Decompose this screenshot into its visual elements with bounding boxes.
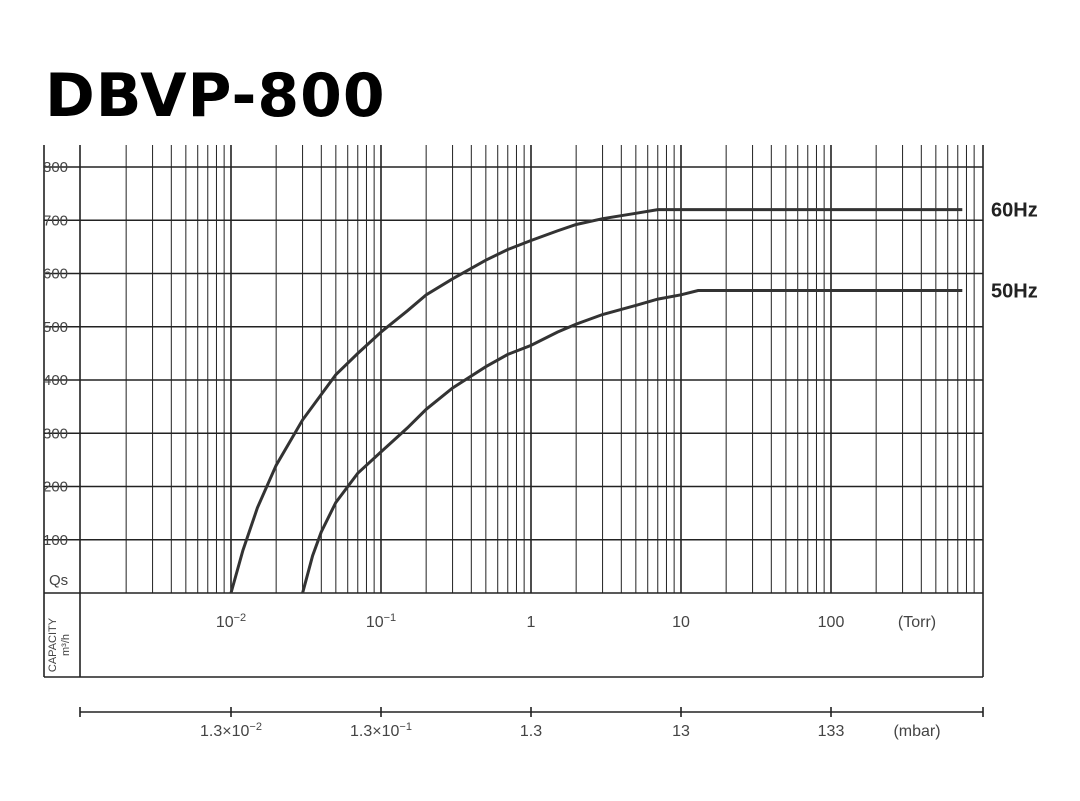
y-axis-symbol: Qs (49, 572, 68, 589)
labels: 100 200 300 400 500 600 700 800 Qs CAPACITY m³/h 10… (43, 159, 1038, 740)
grid (44, 145, 983, 593)
x-tick-label-mbar: 1.3 (520, 723, 542, 740)
x-tick-label-torr: 100 (818, 614, 845, 631)
y-tick-label: 500 (43, 319, 68, 336)
y-tick-label: 100 (43, 532, 68, 549)
y-tick-label: 600 (43, 266, 68, 283)
x-tick-label-torr: 10−2 (216, 612, 246, 631)
x-tick-label-torr: 10 (672, 614, 690, 631)
chart-frame (43, 145, 984, 717)
x-tick-label-torr: 1 (527, 614, 536, 631)
y-tick-label: 400 (43, 372, 68, 389)
curves (229, 208, 963, 594)
series-label-60hz: 60Hz (991, 200, 1038, 222)
y-axis-label-line2: m³/h (60, 634, 72, 656)
x-tick-label-mbar: 133 (818, 723, 845, 740)
y-tick-label: 300 (43, 425, 68, 442)
x-tick-label-mbar: 1.3×10−1 (350, 721, 412, 740)
x-tick-label-mbar: 13 (672, 723, 690, 740)
x-unit-torr: (Torr) (898, 614, 936, 631)
y-axis-label: CAPACITY m³/h (47, 617, 72, 672)
x-tick-label-torr: 10−1 (366, 612, 396, 631)
y-tick-label: 800 (43, 159, 68, 176)
y-tick-label: 700 (43, 212, 68, 229)
page-title: DBVP-800 (45, 61, 386, 131)
series-line-60hz (229, 208, 963, 594)
y-tick-label: 200 (43, 479, 68, 496)
y-axis-label-line1: CAPACITY (47, 617, 59, 672)
series-line-50hz (301, 289, 963, 594)
x-tick-label-mbar: 1.3×10−2 (200, 721, 262, 740)
series-label-50hz: 50Hz (991, 281, 1038, 303)
x-unit-mbar: (mbar) (893, 723, 940, 740)
